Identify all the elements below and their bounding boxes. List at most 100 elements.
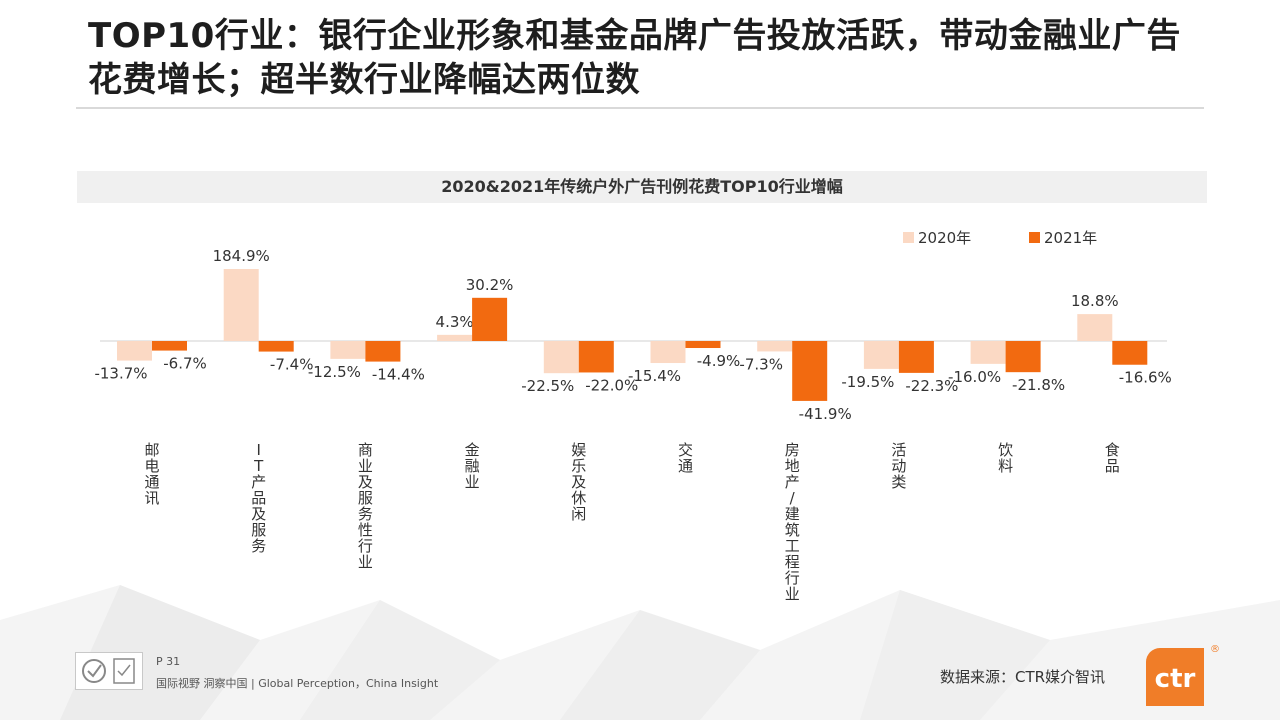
category-label: 融 (465, 457, 480, 475)
category-label: 务 (358, 505, 373, 523)
category-label: 房 (785, 441, 800, 459)
category-label: 通 (678, 457, 693, 475)
chart-title: 2020&2021年传统户外广告刊例花费TOP10行业增幅 (441, 177, 843, 196)
data-source: 数据来源：CTR媒介智讯 (940, 668, 1106, 686)
category-label: 服 (358, 489, 373, 507)
category-label: 服 (251, 521, 266, 539)
category-label: 交 (678, 441, 693, 459)
data-label: -22.5% (521, 377, 574, 395)
bar-2021 (792, 341, 828, 401)
bar-2021 (898, 341, 934, 373)
category-label: 邮 (144, 441, 159, 459)
data-label: -19.5% (841, 373, 894, 391)
footer-tagline: 国际视野 洞察中国 | Global Perception，China Insi… (156, 677, 439, 690)
category-label: 饮 (998, 441, 1013, 459)
category-label: I (256, 441, 260, 459)
bar-2021 (1112, 341, 1148, 365)
bar-2021 (578, 341, 614, 373)
category-label: 程 (785, 553, 800, 571)
category-label: 行 (358, 537, 373, 555)
data-label: -12.5% (308, 363, 361, 381)
legend-swatch (903, 232, 914, 243)
registered-mark: ® (1210, 644, 1220, 655)
bar-2020 (543, 341, 579, 374)
certification-logos (75, 652, 143, 690)
bar-2020 (650, 341, 686, 364)
category-label: 业 (465, 473, 480, 491)
data-label: -7.4% (270, 356, 314, 374)
bar-2020 (437, 334, 473, 341)
bar-2020 (117, 341, 152, 361)
bar-2020 (330, 341, 366, 359)
bar-2021 (685, 341, 721, 349)
data-label: 4.3% (436, 313, 474, 331)
category-label: 通 (144, 473, 159, 491)
data-label: -22.0% (585, 376, 638, 394)
category-label: 及 (571, 473, 586, 491)
data-label: -16.6% (1119, 369, 1172, 387)
category-label: 业 (358, 457, 373, 475)
legend-swatch (1029, 232, 1040, 243)
category-label: 性 (358, 521, 373, 539)
title-divider (76, 107, 1204, 109)
category-label: 讯 (144, 489, 159, 507)
category-label: 及 (251, 505, 266, 523)
data-label: -6.7% (163, 355, 207, 373)
category-label: 建 (785, 505, 800, 523)
category-label: 业 (785, 585, 800, 603)
category-label: 食 (1105, 441, 1120, 459)
category-label: 筑 (785, 521, 800, 539)
category-label: 动 (891, 457, 906, 475)
data-label: -7.3% (739, 355, 783, 373)
chart-title-band: 2020&2021年传统户外广告刊例花费TOP10行业增幅 (77, 171, 1207, 203)
category-label: 类 (891, 473, 906, 491)
data-label: -4.9% (697, 352, 741, 370)
bar-2021 (472, 297, 508, 341)
legend-label: 2021年 (1044, 229, 1097, 247)
data-label: -15.4% (628, 367, 681, 385)
data-label: -13.7% (94, 365, 147, 383)
category-label: 品 (251, 489, 266, 507)
data-label: 184.9% (213, 247, 270, 265)
legend-label: 2020年 (918, 229, 971, 247)
category-label: 品 (1105, 457, 1120, 475)
category-label: 活 (891, 441, 906, 459)
category-label: T (253, 457, 264, 475)
category-label: 金 (465, 441, 480, 459)
bar-2020 (757, 341, 793, 352)
data-label: -16.0% (948, 368, 1001, 386)
category-label: 产 (251, 473, 266, 491)
category-label: 行 (785, 569, 800, 587)
data-label: -21.8% (1012, 376, 1065, 394)
bar-2020 (223, 269, 259, 341)
bar-2021 (365, 341, 401, 362)
category-label: 商 (358, 441, 373, 459)
category-label: 休 (571, 489, 586, 507)
category-label: 电 (144, 457, 159, 475)
category-label: 地 (785, 457, 800, 475)
page-number: P 31 (156, 655, 181, 668)
category-label: 务 (251, 537, 266, 555)
data-label: -14.4% (372, 366, 425, 384)
ctr-logo: ctr (1146, 648, 1204, 706)
category-label: 娱 (571, 441, 586, 459)
bar-2021 (1005, 341, 1041, 373)
category-label: 产 (785, 473, 800, 491)
bar-2020 (1077, 314, 1113, 341)
category-label: / (790, 489, 796, 507)
data-label: 18.8% (1071, 292, 1119, 310)
category-label: 工 (785, 537, 800, 555)
bar-2021 (258, 341, 294, 352)
bar-2020 (863, 341, 899, 369)
category-label: 乐 (571, 457, 586, 475)
category-label: 及 (358, 473, 373, 491)
category-label: 料 (998, 457, 1013, 475)
data-label: -41.9% (799, 405, 852, 423)
page-title: TOP10行业：银行企业形象和基金品牌广告投放活跃，带动金融业广告花费增长；超半… (88, 16, 1181, 100)
data-label: -22.3% (905, 377, 958, 395)
data-label: 30.2% (466, 276, 514, 294)
category-label: 闲 (571, 505, 586, 523)
bar-2020 (970, 341, 1006, 364)
bar-2021 (152, 341, 187, 351)
